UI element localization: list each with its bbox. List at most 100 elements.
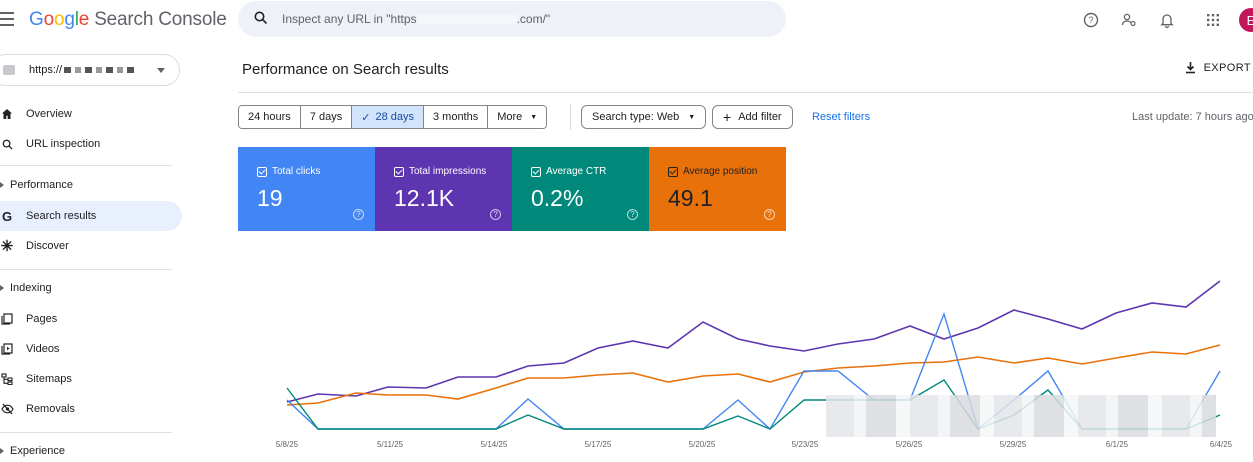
- help-icon[interactable]: ?: [627, 209, 638, 220]
- impressions-line: [286, 280, 1221, 403]
- metric-label: Total clicks: [257, 166, 320, 177]
- metric-label: Total impressions: [394, 166, 486, 177]
- export-button[interactable]: EXPORT: [1184, 61, 1251, 74]
- metric-card-clicks[interactable]: Total clicks 19 ?: [238, 147, 375, 231]
- x-tick: 5/8/25: [276, 440, 299, 449]
- sidebar-item-sitemaps[interactable]: Sitemaps: [0, 364, 182, 394]
- sidebar-item-videos[interactable]: Videos: [0, 334, 182, 364]
- date-range-7d[interactable]: 7 days: [300, 106, 353, 128]
- visibility-off-icon: [0, 403, 14, 415]
- help-icon[interactable]: ?: [764, 209, 775, 220]
- reset-filters-link[interactable]: Reset filters: [812, 111, 871, 123]
- x-tick: 5/14/25: [481, 440, 508, 449]
- chevron-down-icon: [157, 68, 165, 73]
- svg-text:?: ?: [1088, 15, 1093, 25]
- top-bar: Google Search Console Inspect any URL in…: [0, 0, 1253, 44]
- help-icon[interactable]: ?: [1079, 8, 1103, 32]
- metric-value: 49.1: [668, 185, 713, 211]
- x-tick: 6/1/25: [1106, 440, 1129, 449]
- sidebar-item-label: Sitemaps: [26, 373, 72, 385]
- sidebar-item-label: Removals: [26, 403, 75, 415]
- plus-icon: +: [723, 109, 732, 125]
- redacted-url: [416, 14, 517, 24]
- date-range-more[interactable]: More ▼: [488, 106, 547, 128]
- export-label: EXPORT: [1203, 61, 1251, 74]
- help-icon[interactable]: ?: [490, 209, 501, 220]
- caret-right-icon: [0, 285, 4, 291]
- caret-right-icon: [0, 182, 4, 188]
- section-label: Experience: [10, 445, 66, 457]
- metric-value: 0.2%: [531, 185, 584, 211]
- filter-separator: [570, 104, 571, 130]
- chevron-down-icon: ▼: [688, 113, 696, 121]
- checkbox-icon: [531, 166, 541, 177]
- metric-label: Average CTR: [531, 166, 606, 177]
- property-selector[interactable]: https://: [0, 54, 180, 86]
- sidebar-item-label: Search results: [26, 210, 97, 222]
- metric-label-text: Average position: [683, 166, 758, 177]
- logo-letter: e: [78, 9, 90, 30]
- sidebar-divider: [0, 432, 172, 433]
- x-tick: 5/23/25: [792, 440, 819, 449]
- sidebar-item-discover[interactable]: ✳ Discover: [0, 231, 182, 261]
- metric-card-position[interactable]: Average position 49.1 ?: [649, 147, 786, 231]
- sidebar-item-label: Pages: [26, 313, 58, 325]
- sidebar-item-url-inspection[interactable]: URL inspection: [0, 129, 182, 159]
- search-console-logo[interactable]: Google Search Console: [29, 9, 227, 31]
- sidebar-item-label: Videos: [26, 343, 60, 355]
- sidebar-item-label: Overview: [26, 108, 72, 120]
- logo-letter: l: [74, 9, 79, 30]
- header-divider: [238, 92, 1253, 93]
- pages-icon: [0, 313, 14, 325]
- x-tick: 5/29/25: [1000, 440, 1027, 449]
- manage-users-icon[interactable]: [1117, 8, 1141, 32]
- google-g-icon: G: [1, 208, 13, 224]
- redaction-overlay: [826, 395, 1216, 437]
- date-range-28d[interactable]: ✓ 28 days: [352, 106, 424, 128]
- x-tick: 5/11/25: [377, 440, 404, 449]
- metric-card-ctr[interactable]: Average CTR 0.2% ?: [512, 147, 649, 231]
- date-range-selector: 24 hours 7 days ✓ 28 days 3 months More ▼: [238, 105, 548, 129]
- sidebar-item-removals[interactable]: Removals: [0, 394, 182, 424]
- metric-value: 12.1K: [394, 185, 455, 211]
- caret-right-icon: [0, 448, 4, 454]
- metric-card-impressions[interactable]: Total impressions 12.1K ?: [375, 147, 512, 231]
- date-range-24h[interactable]: 24 hours: [239, 106, 301, 128]
- top-icons: ? E: [1065, 8, 1253, 32]
- search-icon: [0, 139, 14, 150]
- url-inspect-search[interactable]: Inspect any URL in "https .com/": [238, 1, 786, 37]
- section-indexing[interactable]: Indexing: [0, 282, 52, 294]
- date-range-3m[interactable]: 3 months: [423, 106, 489, 128]
- sidebar-item-overview[interactable]: Overview: [0, 99, 182, 129]
- search-type-label: Search type: Web: [592, 111, 680, 123]
- logo-letter: g: [64, 9, 75, 30]
- placeholder-start: Inspect any URL in "https: [282, 12, 417, 26]
- add-filter-button[interactable]: + Add filter: [712, 105, 793, 129]
- help-icon[interactable]: ?: [353, 209, 364, 220]
- menu-icon[interactable]: [0, 12, 16, 26]
- logo-letter: G: [29, 9, 44, 30]
- apps-grid-icon[interactable]: [1201, 8, 1225, 32]
- logo-letter: o: [53, 9, 65, 30]
- sidebar-item-label: Discover: [26, 240, 69, 252]
- account-avatar[interactable]: E: [1239, 8, 1253, 32]
- section-performance[interactable]: Performance: [0, 179, 73, 191]
- section-label: Indexing: [10, 282, 52, 294]
- sidebar: https:// Overview URL inspection Perform…: [0, 44, 190, 462]
- page-title: Performance on Search results: [242, 61, 449, 78]
- logo-product-name: Search Console: [89, 9, 227, 30]
- search-type-filter[interactable]: Search type: Web ▼: [581, 105, 707, 129]
- property-url: https://: [29, 64, 63, 76]
- checkbox-icon: [394, 166, 404, 177]
- x-axis-labels: 5/8/25 5/11/25 5/14/25 5/17/25 5/20/25 5…: [276, 440, 1233, 449]
- search-icon: [254, 11, 268, 25]
- checkbox-icon: [257, 166, 267, 177]
- sidebar-item-search-results[interactable]: G Search results: [0, 201, 182, 231]
- x-tick: 5/17/25: [585, 440, 612, 449]
- section-experience[interactable]: Experience: [0, 445, 65, 457]
- sidebar-divider: [0, 165, 172, 166]
- notifications-bell-icon[interactable]: [1155, 8, 1179, 32]
- metric-label-text: Average CTR: [546, 166, 607, 177]
- sidebar-item-pages[interactable]: Pages: [0, 304, 182, 334]
- home-icon: [0, 108, 14, 120]
